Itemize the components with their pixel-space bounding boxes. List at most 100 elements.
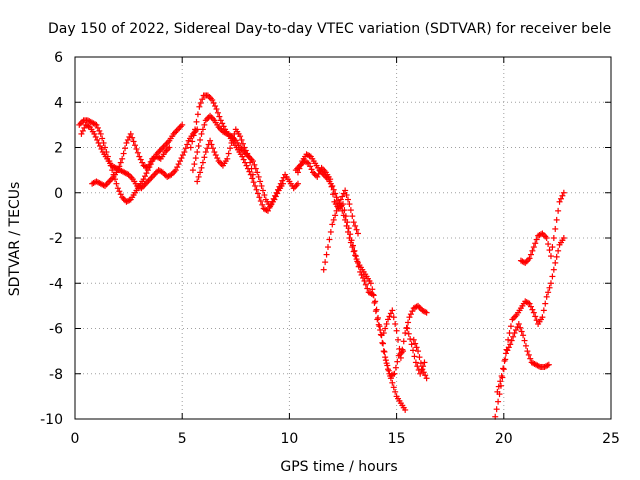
data-point [97, 142, 104, 149]
data-point [258, 182, 265, 189]
data-point [134, 149, 141, 156]
data-point [323, 251, 330, 258]
data-point [370, 291, 377, 298]
data-point [417, 360, 424, 367]
data-point [322, 259, 329, 266]
data-point [201, 154, 208, 161]
data-point [257, 198, 264, 205]
data-point [350, 219, 357, 226]
data-point [362, 281, 369, 288]
data-point [245, 153, 252, 160]
y-tick-label: 4 [54, 95, 63, 111]
data-point [194, 178, 201, 185]
data-point [360, 274, 367, 281]
data-point [407, 311, 414, 318]
data-point [216, 113, 223, 120]
data-point [179, 121, 186, 128]
data-point [354, 258, 361, 265]
data-point [380, 330, 387, 337]
data-point [196, 103, 203, 110]
data-point [559, 192, 566, 199]
data-point [202, 149, 209, 156]
data-point [132, 142, 139, 149]
data-point [546, 247, 553, 254]
data-point [530, 309, 537, 316]
data-point [495, 398, 502, 405]
data-point [307, 163, 314, 170]
data-point [242, 147, 249, 154]
data-point [399, 346, 406, 353]
data-point [411, 353, 418, 360]
data-point [248, 165, 255, 172]
data-point [143, 170, 150, 177]
data-point [527, 355, 534, 362]
data-point [419, 366, 426, 373]
data-point [550, 266, 557, 273]
data-point [405, 330, 412, 337]
data-point [505, 336, 512, 343]
data-point [397, 354, 404, 361]
data-point [247, 159, 254, 166]
series-track-h [292, 158, 407, 380]
data-point [92, 133, 99, 140]
data-point [420, 363, 427, 370]
data-point [330, 216, 337, 223]
data-point [347, 207, 354, 214]
x-tick-label: 25 [602, 431, 620, 447]
data-point [227, 145, 234, 152]
data-point [364, 285, 371, 292]
data-point [122, 145, 129, 152]
data-point [416, 354, 423, 361]
data-point [506, 330, 513, 337]
data-point [547, 253, 554, 260]
data-point [114, 167, 121, 174]
data-point [198, 130, 205, 137]
data-point [238, 136, 245, 143]
data-point [326, 236, 333, 243]
data-point [213, 106, 220, 113]
data-point [274, 190, 281, 197]
data-point [190, 132, 197, 139]
data-point [355, 263, 362, 270]
x-tick-label: 5 [178, 431, 187, 447]
grid [75, 57, 611, 419]
data-point [146, 161, 153, 168]
data-point [93, 121, 100, 128]
data-point [522, 342, 529, 349]
data-point [507, 341, 514, 348]
data-point [495, 383, 502, 390]
data-point [249, 175, 256, 182]
data-point [379, 339, 386, 346]
data-point [390, 314, 397, 321]
data-point [532, 313, 539, 320]
data-point [333, 207, 340, 214]
data-point [177, 158, 184, 165]
data-point [241, 144, 248, 151]
data-point [259, 187, 266, 194]
data-point [346, 201, 353, 208]
data-point [224, 155, 231, 162]
y-tick-labels: -10 -8 -6 -4 -2 0 2 4 6 [40, 50, 63, 428]
y-tick-label: 2 [54, 141, 63, 157]
data-point [204, 145, 211, 152]
data-point [109, 167, 116, 174]
data-point [341, 207, 348, 214]
data-point [117, 191, 124, 198]
data-point [422, 372, 429, 379]
data-point [140, 176, 147, 183]
y-tick-label: 6 [54, 50, 63, 66]
data-point [389, 379, 396, 386]
data-point [182, 145, 189, 152]
data-point [529, 247, 536, 254]
data-point [314, 173, 321, 180]
data-point [280, 174, 287, 181]
data-point [508, 337, 515, 344]
data-point [514, 323, 521, 330]
data-point [553, 253, 560, 260]
data-point [497, 378, 504, 385]
data-point [557, 195, 564, 202]
data-point [543, 293, 550, 300]
data-point [334, 204, 341, 211]
data-point [527, 251, 534, 258]
data-point [342, 187, 349, 194]
